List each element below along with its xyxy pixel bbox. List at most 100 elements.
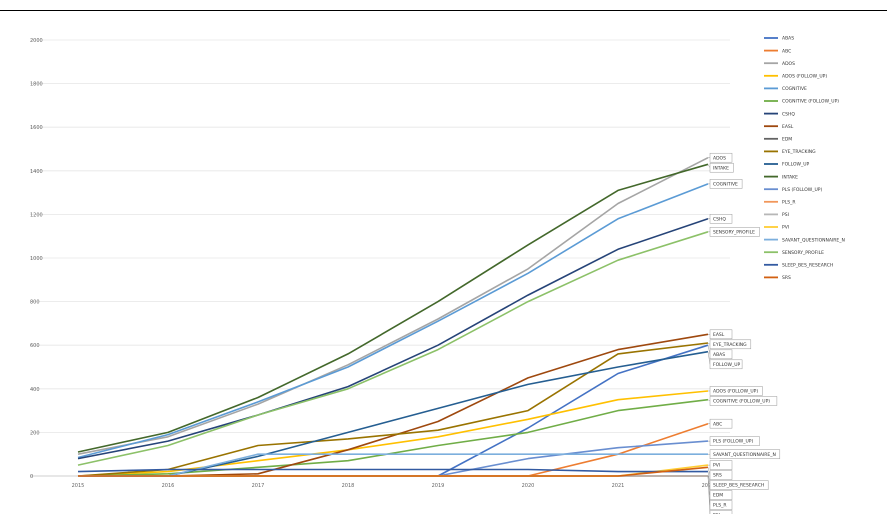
x-tick-label: 2015	[72, 483, 85, 489]
end-label-box	[709, 470, 733, 480]
y-tick-label: 800	[30, 300, 40, 306]
legend-label-ados-follow-up: ADOS (FOLLOW_UP)	[782, 74, 827, 80]
series-line-abas	[78, 344, 709, 477]
x-tick-label: 2021	[612, 483, 625, 489]
end-label-leader	[707, 471, 711, 486]
x-tick-label: 2022	[702, 483, 715, 489]
legend-label-intake: INTAKE	[782, 174, 798, 180]
end-label-box	[709, 490, 733, 500]
end-label-box	[709, 179, 743, 189]
legend-label-sleep-bes-research: SLEEP_BES_RESEARCH	[782, 263, 833, 269]
end-label-box	[709, 500, 733, 510]
y-tick-label: 400	[30, 387, 40, 393]
end-label-abas: ABAS	[713, 352, 725, 358]
x-tick-label: 2016	[162, 483, 175, 489]
y-tick-label: 200	[30, 430, 40, 436]
y-tick-label: 1800	[30, 82, 43, 88]
legend-label-abas: ABAS	[782, 36, 794, 42]
y-axis-ticks: 0 200 400 600 800 1000 1200 1400 1600 1800 2000	[30, 38, 43, 480]
end-label-leader	[707, 351, 711, 365]
end-label-sleep-bes-research: SLEEP_BES_RESEARCH	[713, 483, 764, 489]
legend-label-cshq: CSHQ	[782, 111, 795, 117]
end-label-cshq: CSHQ	[713, 216, 726, 222]
legend-label-pls-r: PLS_R	[782, 200, 795, 206]
end-label-box	[709, 386, 763, 396]
series-lines	[77, 156, 709, 477]
legend-label-pls-follow-up: PLS (FOLLOW_UP)	[782, 187, 822, 193]
y-tick-label: 1200	[30, 212, 43, 218]
series-line-sleep-bes-research	[77, 468, 708, 473]
end-label-box	[709, 227, 760, 237]
end-label-follow-up: FOLLOW_UP	[713, 362, 741, 368]
end-label-srs: SRS	[713, 473, 722, 479]
end-label-savant-questionnaire-n: SAVANT_QUESTIONNAIRE_N	[713, 452, 776, 458]
end-label-box	[709, 152, 733, 163]
series-line-srs	[78, 466, 709, 477]
series-end-labels: ADOS INTAKE COGNITIVE CSHQ SENSORY_PROFILE EA…	[707, 152, 781, 514]
y-tick-label: 1000	[30, 256, 43, 262]
end-label-eye-tracking: EYE_TRACKING	[713, 342, 747, 348]
legend-label-edm: EDM	[782, 137, 792, 143]
end-label-psi: PSI	[713, 513, 720, 514]
x-axis-ticks: 2015 2016 2017 2018 2019 2020 2021 2022	[72, 483, 715, 489]
legend-label-easl: EASL	[782, 124, 794, 130]
y-tick-label: 600	[30, 343, 40, 349]
top-rule	[0, 10, 887, 11]
series-line-follow-up	[78, 350, 709, 477]
end-label-pls-r: PLS_R	[713, 503, 726, 509]
legend-label-cognitive: COGNITIVE	[782, 86, 807, 92]
end-label-box	[709, 214, 733, 224]
end-label-intake: INTAKE	[713, 165, 729, 171]
series-line-cognitive	[77, 183, 709, 459]
series-line-cognitive-follow-up	[77, 398, 709, 477]
end-label-box	[709, 329, 733, 340]
end-label-edm: EDM	[713, 493, 723, 499]
end-label-box	[709, 480, 769, 490]
end-label-box	[709, 162, 734, 173]
end-label-easl: EASL	[713, 332, 725, 338]
series-line-eye-tracking	[77, 342, 709, 477]
end-label-box	[709, 460, 733, 470]
series-line-sensory-profile	[77, 231, 709, 466]
end-label-cognitive: COGNITIVE	[713, 181, 738, 187]
end-label-ados-follow-up: ADOS (FOLLOW_UP)	[713, 389, 758, 395]
y-tick-label: 0	[30, 474, 33, 480]
y-tick-label: 1600	[30, 125, 43, 131]
end-label-pvi: PVI	[713, 463, 720, 469]
series-line-ados	[77, 156, 709, 455]
end-label-sensory-profile: SENSORY_PROFILE	[713, 229, 755, 235]
legend-label-pvi: PVI	[782, 225, 789, 231]
end-label-leader	[707, 467, 711, 476]
legend-label-cognitive-follow-up: COGNITIVE (FOLLOW_UP)	[782, 99, 839, 105]
legend-label-abc: ABC	[782, 48, 791, 54]
end-label-box	[709, 396, 778, 406]
legend-label-savant-questionnaire-n: SAVANT_QUESTIONNAIRE_N	[782, 237, 845, 243]
end-label-abc: ABC	[713, 421, 722, 427]
x-tick-label: 2019	[432, 483, 445, 489]
x-tick-label: 2020	[522, 483, 535, 489]
legend-label-psi: PSI	[782, 212, 789, 218]
end-label-leader	[707, 475, 711, 514]
x-tick-label: 2017	[252, 483, 265, 489]
end-label-leader	[707, 399, 711, 402]
legend-label-ados: ADOS	[782, 61, 795, 67]
end-label-box	[709, 436, 760, 446]
end-label-pls-follow-up: PLS (FOLLOW_UP)	[713, 439, 753, 445]
legend-label-srs: SRS	[782, 275, 791, 281]
series-line-savant-questionnaire-n	[78, 453, 708, 477]
end-label-box	[709, 449, 781, 459]
x-tick-label: 2018	[342, 483, 355, 489]
end-label-cognitive-follow-up: COGNITIVE (FOLLOW_UP)	[713, 399, 770, 405]
end-label-box	[709, 359, 743, 370]
series-line-intake	[77, 163, 709, 453]
end-label-box	[709, 349, 733, 360]
legend-label-sensory-profile: SENSORY_PROFILE	[782, 250, 824, 256]
legend-label-eye-tracking: EYE_TRACKING	[782, 149, 816, 155]
end-label-box	[709, 418, 733, 429]
end-label-box	[709, 510, 733, 514]
y-tick-label: 1400	[30, 169, 43, 175]
end-label-leader	[707, 342, 711, 345]
end-label-leader	[707, 164, 711, 168]
